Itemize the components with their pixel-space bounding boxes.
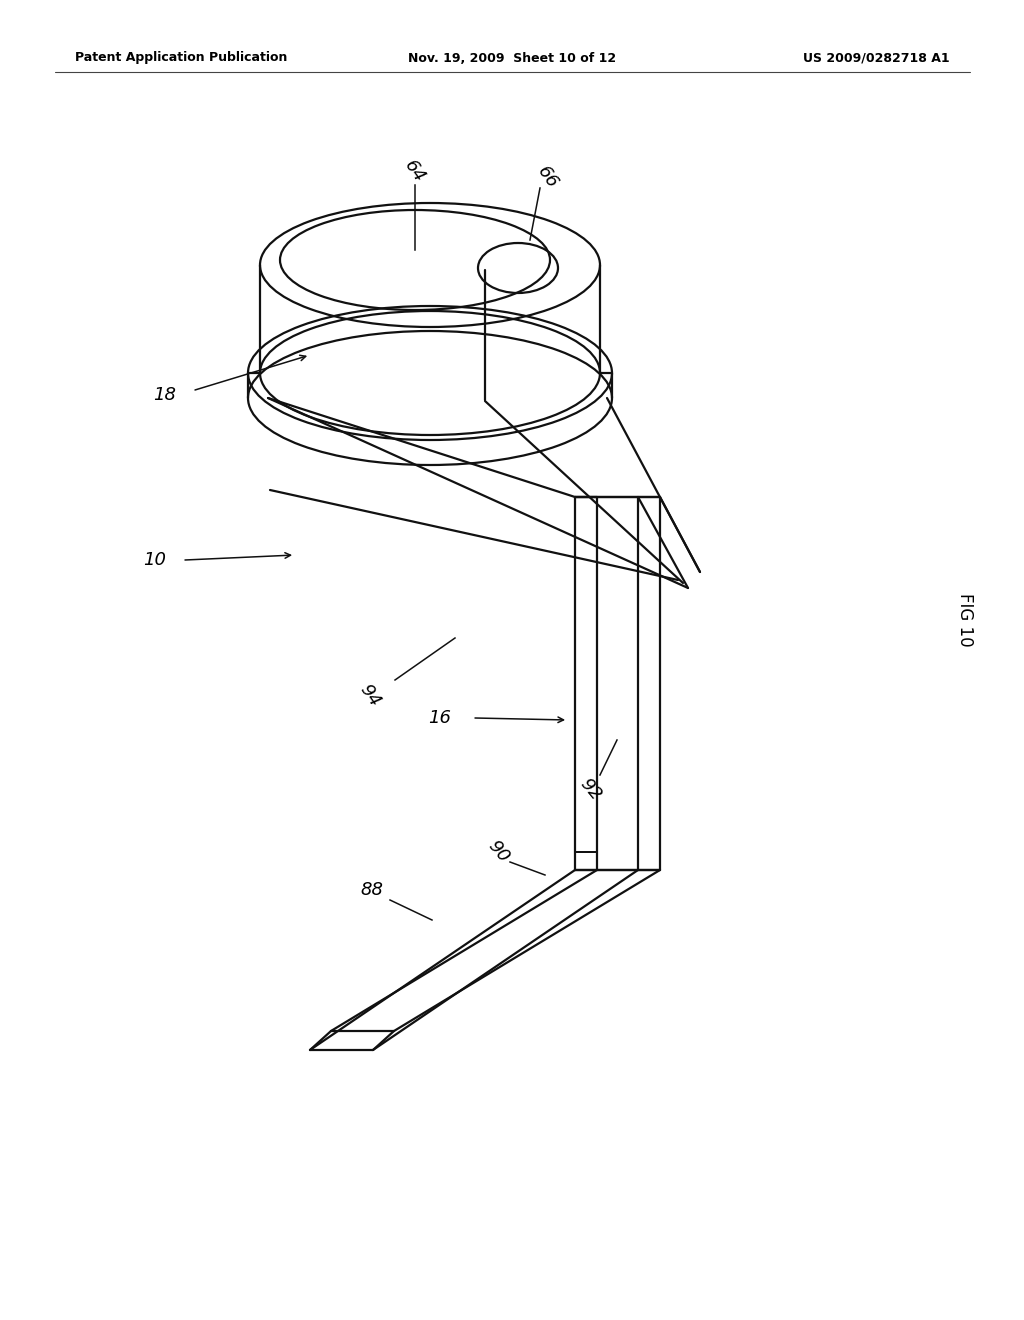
Text: 90: 90 — [483, 837, 512, 867]
Text: FIG 10: FIG 10 — [956, 593, 974, 647]
Text: 16: 16 — [428, 709, 452, 727]
Text: Patent Application Publication: Patent Application Publication — [75, 51, 288, 65]
Text: 10: 10 — [143, 550, 167, 569]
Text: 66: 66 — [535, 164, 562, 193]
Text: 18: 18 — [154, 385, 176, 404]
Text: 88: 88 — [360, 880, 384, 899]
Text: US 2009/0282718 A1: US 2009/0282718 A1 — [804, 51, 950, 65]
Text: 64: 64 — [401, 157, 429, 186]
Text: Nov. 19, 2009  Sheet 10 of 12: Nov. 19, 2009 Sheet 10 of 12 — [408, 51, 616, 65]
Text: 94: 94 — [356, 681, 384, 710]
Text: 92: 92 — [575, 775, 604, 805]
